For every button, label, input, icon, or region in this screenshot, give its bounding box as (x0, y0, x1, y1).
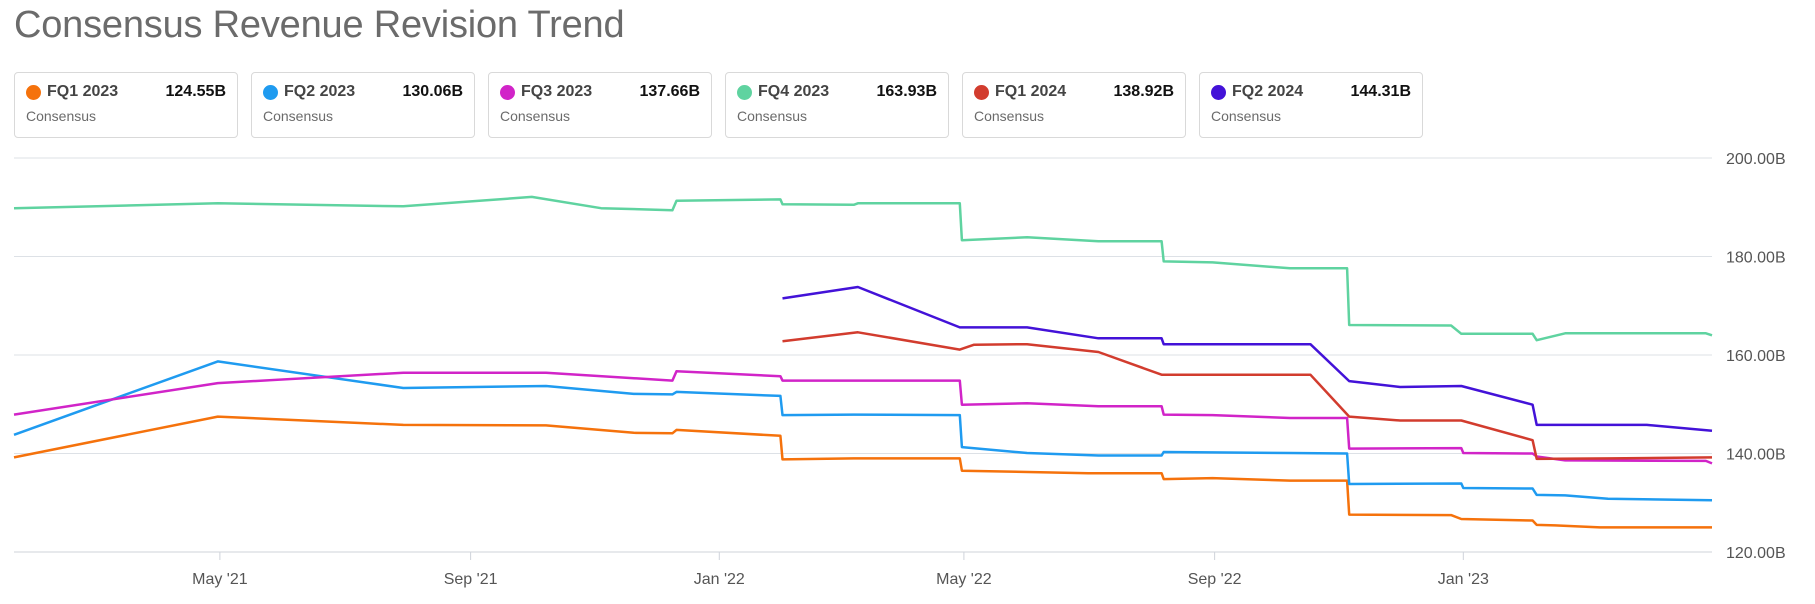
legend-card-fq1-2024[interactable]: FQ1 2024 138.92B Consensus (962, 72, 1186, 138)
y-tick-label: 180.00B (1726, 250, 1786, 267)
legend-card-fq1-2023[interactable]: FQ1 2023 124.55B Consensus (14, 72, 238, 138)
x-tick-label: May '22 (936, 571, 992, 588)
x-tick-label: Sep '21 (444, 571, 498, 588)
legend-series-sub: Consensus (263, 108, 334, 124)
legend-card-fq2-2023[interactable]: FQ2 2023 130.06B Consensus (251, 72, 475, 138)
x-tick-label: May '21 (192, 571, 248, 588)
series-color-dot (974, 84, 989, 100)
legend-card-fq4-2023[interactable]: FQ4 2023 163.93B Consensus (725, 72, 949, 138)
legend-series-sub: Consensus (26, 108, 97, 124)
series-line-fq4-2023[interactable] (13, 195, 1713, 342)
x-tick-label: Jan '23 (1438, 571, 1489, 588)
legend-series-value: 138.92B (1113, 83, 1175, 100)
legend-series-name: FQ3 2023 (521, 83, 593, 100)
legend-series-value: 144.31B (1350, 83, 1412, 100)
legend-card-fq2-2024[interactable]: FQ2 2024 144.31B Consensus (1199, 72, 1423, 138)
legend-series-value: 130.06B (402, 83, 464, 100)
legend-series-name: FQ1 2023 (47, 83, 119, 100)
x-axis-ticks: May '21 Sep '21 Jan '22 May '22 Sep '22 Jan '… (192, 552, 1489, 588)
page-title: Consensus Revenue Revision Trend (14, 4, 625, 46)
legend-series-name: FQ2 2023 (284, 83, 356, 100)
legend-series-value: 124.55B (165, 83, 227, 100)
series-color-dot (737, 84, 752, 100)
legend-series-name: FQ1 2024 (995, 83, 1067, 100)
legend-series-value: 137.66B (639, 83, 701, 100)
legend: FQ1 2023 124.55B Consensus FQ2 2023 130.… (14, 72, 1423, 138)
series-line-fq1-2024[interactable] (782, 331, 1713, 461)
legend-series-sub: Consensus (500, 108, 571, 124)
legend-card-fq3-2023[interactable]: FQ3 2023 137.66B Consensus (488, 72, 712, 138)
series-color-dot (26, 84, 41, 100)
series-color-dot (1211, 84, 1226, 100)
legend-series-name: FQ2 2024 (1232, 83, 1304, 100)
series-lines (13, 195, 1713, 529)
series-line-fq1-2023[interactable] (13, 415, 1712, 529)
series-line-fq3-2023[interactable] (13, 370, 1713, 465)
x-tick-label: Jan '22 (694, 571, 745, 588)
revision-trend-chart: 200.00B 180.00B 160.00B 140.00B 120.00B May … (13, 151, 1786, 588)
gridlines (14, 157, 1712, 553)
series-line-fq2-2024[interactable] (782, 285, 1713, 433)
y-tick-label: 120.00B (1726, 545, 1786, 562)
y-tick-label: 200.00B (1726, 151, 1786, 168)
series-color-dot (500, 84, 515, 100)
legend-series-value: 163.93B (876, 83, 938, 100)
legend-series-sub: Consensus (974, 108, 1045, 124)
x-tick-label: Sep '22 (1188, 571, 1242, 588)
legend-series-sub: Consensus (737, 108, 808, 124)
y-tick-label: 160.00B (1726, 348, 1786, 365)
series-color-dot (263, 84, 278, 100)
y-axis-ticks: 200.00B 180.00B 160.00B 140.00B 120.00B (1726, 151, 1786, 562)
series-line-fq2-2023[interactable] (13, 360, 1713, 502)
legend-series-name: FQ4 2023 (758, 83, 830, 100)
y-tick-label: 140.00B (1726, 447, 1786, 464)
legend-series-sub: Consensus (1211, 108, 1282, 124)
